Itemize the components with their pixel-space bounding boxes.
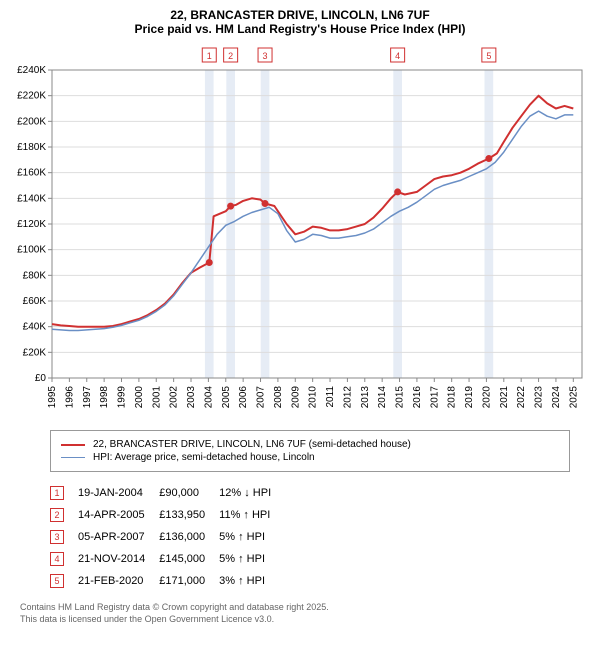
svg-text:2013: 2013 bbox=[360, 386, 371, 409]
svg-text:£240K: £240K bbox=[17, 65, 46, 76]
sale-date: 14-APR-2005 bbox=[78, 504, 159, 526]
svg-text:2009: 2009 bbox=[290, 386, 301, 409]
svg-text:2014: 2014 bbox=[377, 386, 388, 409]
svg-text:£200K: £200K bbox=[17, 116, 46, 127]
sales-row: 4 21-NOV-2014£145,0005% ↑ HPI bbox=[50, 548, 285, 570]
svg-text:1997: 1997 bbox=[82, 386, 93, 409]
sales-row: 5 21-FEB-2020£171,0003% ↑ HPI bbox=[50, 570, 285, 592]
sales-row: 3 05-APR-2007£136,0005% ↑ HPI bbox=[50, 526, 285, 548]
legend-label: 22, BRANCASTER DRIVE, LINCOLN, LN6 7UF (… bbox=[93, 439, 411, 450]
sale-price: £145,000 bbox=[159, 548, 219, 570]
sale-marker: 5 bbox=[50, 574, 64, 588]
svg-text:£160K: £160K bbox=[17, 168, 46, 179]
svg-text:£100K: £100K bbox=[17, 245, 46, 256]
license-text: Contains HM Land Registry data © Crown c… bbox=[20, 602, 580, 625]
svg-text:2000: 2000 bbox=[134, 386, 145, 409]
legend-swatch bbox=[61, 457, 85, 458]
svg-text:2024: 2024 bbox=[551, 386, 562, 409]
svg-text:2017: 2017 bbox=[429, 386, 440, 409]
sale-delta: 11% ↑ HPI bbox=[219, 504, 285, 526]
svg-text:2023: 2023 bbox=[534, 386, 545, 409]
legend: 22, BRANCASTER DRIVE, LINCOLN, LN6 7UF (… bbox=[50, 430, 570, 472]
sale-price: £136,000 bbox=[159, 526, 219, 548]
sale-price: £133,950 bbox=[159, 504, 219, 526]
sale-delta: 12% ↓ HPI bbox=[219, 482, 285, 504]
svg-text:1995: 1995 bbox=[47, 386, 58, 409]
sale-marker: 3 bbox=[50, 530, 64, 544]
svg-text:2004: 2004 bbox=[203, 386, 214, 409]
svg-text:2012: 2012 bbox=[342, 386, 353, 409]
legend-swatch bbox=[61, 444, 85, 446]
svg-text:2015: 2015 bbox=[395, 386, 406, 409]
chart-title-line2: Price paid vs. HM Land Registry's House … bbox=[10, 22, 590, 36]
svg-text:2021: 2021 bbox=[499, 386, 510, 409]
svg-text:£40K: £40K bbox=[23, 322, 47, 333]
legend-label: HPI: Average price, semi-detached house,… bbox=[93, 452, 315, 463]
svg-text:2011: 2011 bbox=[325, 386, 336, 408]
sales-row: 1 19-JAN-2004£90,00012% ↓ HPI bbox=[50, 482, 285, 504]
svg-text:2006: 2006 bbox=[238, 386, 249, 409]
sale-delta: 5% ↑ HPI bbox=[219, 548, 285, 570]
svg-text:1999: 1999 bbox=[117, 386, 128, 409]
svg-text:3: 3 bbox=[263, 51, 268, 61]
svg-text:£120K: £120K bbox=[17, 219, 46, 230]
svg-text:1998: 1998 bbox=[99, 386, 110, 409]
svg-text:£220K: £220K bbox=[17, 91, 46, 102]
svg-text:£180K: £180K bbox=[17, 142, 46, 153]
sale-delta: 5% ↑ HPI bbox=[219, 526, 285, 548]
legend-item: HPI: Average price, semi-detached house,… bbox=[61, 452, 559, 463]
sale-date: 05-APR-2007 bbox=[78, 526, 159, 548]
sale-date: 21-FEB-2020 bbox=[78, 570, 159, 592]
svg-text:£20K: £20K bbox=[23, 347, 47, 358]
svg-text:£60K: £60K bbox=[23, 296, 47, 307]
sale-price: £171,000 bbox=[159, 570, 219, 592]
sale-date: 21-NOV-2014 bbox=[78, 548, 159, 570]
svg-text:2: 2 bbox=[228, 51, 233, 61]
svg-text:2022: 2022 bbox=[516, 386, 527, 409]
svg-text:2005: 2005 bbox=[221, 386, 232, 409]
sale-delta: 3% ↑ HPI bbox=[219, 570, 285, 592]
line-chart-svg: £0 £20K £40K £60K £80K £100K £120K £140K £160K £1… bbox=[10, 42, 590, 422]
chart-title-line1: 22, BRANCASTER DRIVE, LINCOLN, LN6 7UF bbox=[10, 8, 590, 22]
svg-text:2019: 2019 bbox=[464, 386, 475, 409]
svg-text:4: 4 bbox=[395, 51, 400, 61]
chart-area: £0 £20K £40K £60K £80K £100K £120K £140K £160K £1… bbox=[10, 42, 590, 422]
svg-text:£0: £0 bbox=[35, 373, 47, 384]
svg-text:2001: 2001 bbox=[151, 386, 162, 409]
svg-text:1996: 1996 bbox=[64, 386, 75, 409]
svg-text:2008: 2008 bbox=[273, 386, 284, 409]
sale-price: £90,000 bbox=[159, 482, 219, 504]
svg-text:1: 1 bbox=[207, 51, 212, 61]
svg-text:2007: 2007 bbox=[256, 386, 267, 409]
legend-item: 22, BRANCASTER DRIVE, LINCOLN, LN6 7UF (… bbox=[61, 439, 559, 450]
svg-text:2016: 2016 bbox=[412, 386, 423, 409]
svg-text:£80K: £80K bbox=[23, 270, 47, 281]
sales-row: 2 14-APR-2005£133,95011% ↑ HPI bbox=[50, 504, 285, 526]
license-line1: Contains HM Land Registry data © Crown c… bbox=[20, 602, 580, 614]
svg-text:5: 5 bbox=[486, 51, 491, 61]
sale-marker: 4 bbox=[50, 552, 64, 566]
svg-text:2020: 2020 bbox=[481, 386, 492, 409]
svg-text:2025: 2025 bbox=[568, 386, 579, 409]
sale-date: 19-JAN-2004 bbox=[78, 482, 159, 504]
sales-table: 1 19-JAN-2004£90,00012% ↓ HPI 2 14-APR-2005… bbox=[50, 482, 285, 592]
svg-text:2002: 2002 bbox=[169, 386, 180, 409]
svg-text:2003: 2003 bbox=[186, 386, 197, 409]
sale-marker: 1 bbox=[50, 486, 64, 500]
svg-text:2010: 2010 bbox=[308, 386, 319, 409]
svg-text:2018: 2018 bbox=[447, 386, 458, 409]
svg-text:£140K: £140K bbox=[17, 193, 46, 204]
license-line2: This data is licensed under the Open Gov… bbox=[20, 614, 580, 626]
sale-marker: 2 bbox=[50, 508, 64, 522]
